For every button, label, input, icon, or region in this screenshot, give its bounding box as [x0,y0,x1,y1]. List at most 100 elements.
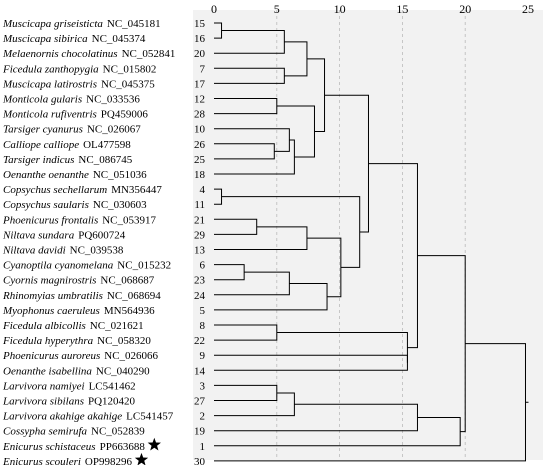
star-icon [134,452,149,465]
leaf-number: 15 [194,18,206,30]
leaf-label: Larvivora sibilans PQ120420 [2,396,136,408]
leaf-number: 8 [200,320,206,332]
axis-tick-label: 20 [459,2,471,16]
leaf-labels: Muscicapa griseisticta NC_045181 15 Muscica… [2,18,206,465]
leaf-number: 25 [194,154,206,166]
species-name: Tarsiger cyanurus [3,124,83,136]
leaf-label: Muscicapa latirostris NC_045375 [2,78,155,90]
leaf-number: 23 [194,275,206,287]
accession-number: OP998296 [85,456,133,465]
leaf-label: Ficedula hyperythra NC_058320 [2,335,151,347]
branch-merge [276,332,408,363]
leaf-number: 6 [200,260,206,272]
accession-number: PP663688 [100,441,146,453]
leaf-label: Larvivora akahige akahige LC541457 [2,411,174,423]
leaf-label: Muscicapa sibirica NC_045374 [2,33,146,45]
species-name: Melaenornis chocolatinus [2,48,118,60]
accession-number: NC_021621 [90,320,144,332]
accession-number: PQ459006 [101,109,149,121]
leaf-number: 13 [194,245,206,257]
leaf-number: 7 [200,63,206,75]
species-name: Ficedula hyperythra [2,335,94,347]
accession-number: NC_026067 [87,124,141,136]
species-name: Myophonus caeruleus [2,305,100,317]
species-name: Cyornis magnirostris [3,275,96,287]
accession-number: MN564936 [104,305,155,317]
axis-ticks: 0 5 10 15 20 25 [211,2,534,16]
accession-number: NC_015232 [117,260,171,272]
accession-number: LC541457 [126,411,174,423]
species-name: Tarsiger indicus [3,154,74,166]
accession-number: PQ120420 [88,396,136,408]
species-name: Muscicapa sibirica [2,33,88,45]
leaf-number: 28 [194,109,206,121]
leaf-number: 29 [194,229,206,241]
leaf-number: 10 [194,124,206,136]
accession-number: NC_058320 [97,335,151,347]
leaf-number: 18 [194,169,206,181]
accession-number: OL477598 [83,139,131,151]
leaf-label: Myophonus caeruleus MN564936 [2,305,155,317]
leaf-label: Monticola gularis NC_033536 [2,94,140,106]
leaf-label: Niltava sundara PQ600724 [2,229,126,241]
axis-tick-label: 10 [334,2,346,16]
species-name: Copsychus sechellarum [3,184,107,196]
leaf-number: 21 [194,214,205,226]
species-name: Cossypha semirufa [3,426,88,438]
leaf-number: 19 [194,426,206,438]
leaf-label: Tarsiger cyanurus NC_026067 [3,124,141,136]
accession-number: NC_086745 [78,154,132,166]
species-name: Calliope calliope [3,139,79,151]
accession-number: NC_033536 [86,94,140,106]
leaf-number: 2 [200,411,206,423]
leaf-label: Copsychus sechellarum MN356447 [3,184,162,196]
tree-branches [214,22,529,462]
accession-number: NC_030603 [93,199,147,211]
species-name: Monticola rufiventris [2,109,97,121]
leaf-number: 27 [194,396,206,408]
accession-number: LC541462 [89,380,136,392]
leaf-label: Oenanthe isabellina NC_040290 [3,365,150,377]
leaf-label: Cyornis magnirostris NC_068687 [3,275,155,287]
species-name: Oenanthe oenanthe [3,169,89,181]
accession-number: NC_052839 [91,426,145,438]
accession-number: NC_051036 [93,169,147,181]
leaf-number: 17 [194,78,206,90]
leaf-label: Calliope calliope OL477598 [3,139,131,151]
leaf-number: 24 [194,290,206,302]
species-name: Enicurus scouleri [2,456,81,465]
species-name: Rhinomyias umbratilis [2,290,103,302]
accession-number: NC_045181 [107,18,161,30]
leaf-label: Niltava davidi NC_039538 [2,245,124,257]
star-icon [147,437,161,451]
leaf-label: Phoenicurus auroreus NC_026066 [2,350,159,362]
species-name: Ficedula zanthopygia [2,63,99,75]
leaf-number: 14 [194,365,206,377]
accession-number: NC_052841 [122,48,176,60]
axis-tick-label: 0 [211,2,217,16]
species-name: Larvivora sibilans [2,396,84,408]
accession-number: NC_068694 [107,290,161,302]
accession-number: NC_045375 [101,78,155,90]
leaf-label: Rhinomyias umbratilis NC_068694 [2,290,161,302]
leaf-number: 11 [194,199,205,211]
axis-tick-label: 15 [396,2,408,16]
accession-number: NC_026066 [104,350,158,362]
leaf-label: Phoenicurus frontalis NC_053917 [2,214,157,226]
species-name: Muscicapa latirostris [2,78,97,90]
species-name: Oenanthe isabellina [3,365,92,377]
species-name: Cyanoptila cyanomelana [3,260,114,272]
accession-number: NC_068687 [100,275,154,287]
species-name: Muscicapa griseisticta [2,18,103,30]
leaf-label: Copsychus saularis NC_030603 [3,199,147,211]
accession-number: NC_045374 [92,33,146,45]
axis-tick-label: 5 [274,2,280,16]
species-name: Ficedula albicollis [2,320,86,332]
accession-number: NC_039538 [70,245,124,257]
leaf-label: Oenanthe oenanthe NC_051036 [3,169,147,181]
species-name: Monticola gularis [2,94,82,106]
species-name: Niltava davidi [2,245,66,257]
leaf-label: Muscicapa griseisticta NC_045181 [2,18,161,30]
axis-tick-label: 25 [522,2,534,16]
